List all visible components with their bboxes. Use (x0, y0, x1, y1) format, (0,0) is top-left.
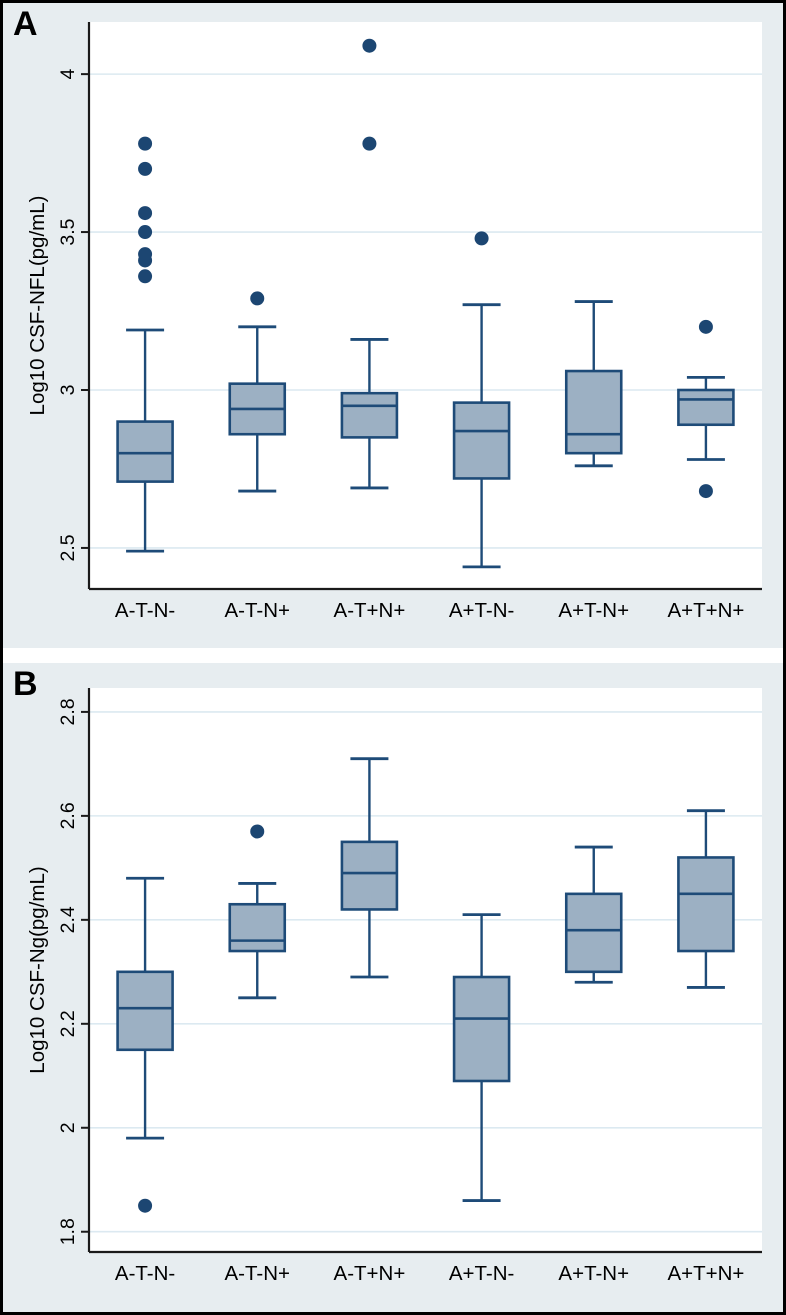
iqr-box (228, 902, 287, 953)
x-category-label: A+T-N- (449, 1262, 515, 1285)
y-axis-label: Log10 CSF-NFL(pg/mL) (26, 196, 49, 416)
x-category-label: A-T-N- (115, 1262, 175, 1285)
iqr-box (564, 369, 623, 455)
y-tick-label: 2.5 (57, 534, 79, 561)
x-category-label: A+T-N+ (558, 1262, 629, 1285)
x-category-label: A+T-N+ (558, 599, 629, 622)
plot-area (89, 22, 762, 589)
outlier-point (138, 247, 153, 262)
y-tick-label: 3.5 (57, 218, 79, 245)
outlier-point (138, 1198, 153, 1213)
x-category-label: A+T-N- (449, 599, 515, 622)
outlier-point (138, 206, 153, 221)
panel-a: A 2.5 3 3.5 4 Log10 CSF-NFL(pg/mL) A-T-N- A-T-… (3, 3, 783, 648)
outlier-point (698, 484, 713, 499)
x-category-label: A-T+N+ (334, 1262, 406, 1285)
iqr-box (340, 391, 399, 439)
outlier-point (138, 161, 153, 176)
y-tick-label: 2.4 (57, 906, 79, 933)
x-category-label: A+T+N+ (667, 599, 744, 622)
iqr-box (116, 970, 174, 1052)
outlier-point (698, 319, 713, 334)
outlier-point (138, 269, 153, 284)
outlier-point (362, 136, 377, 151)
y-axis-label: Log10 CSF-Ng(pg/mL) (26, 866, 49, 1073)
iqr-box (677, 856, 735, 953)
y-tick-label: 2.6 (57, 802, 79, 829)
x-category-label: A-T-N+ (225, 1262, 291, 1285)
outlier-point (250, 824, 265, 839)
iqr-box (340, 840, 399, 911)
panel-a-letter: A (13, 5, 38, 43)
y-tick-label: 1.8 (57, 1218, 79, 1245)
outlier-point (138, 136, 153, 151)
panel-b-boxplot-chart: 1.8 2 2.2 2.4 2.6 2.8 Log10 CSF-Ng(pg/mL) A-T-N… (26, 688, 762, 1285)
y-tick-label: 4 (57, 69, 79, 80)
iqr-box (452, 975, 511, 1083)
iqr-box (452, 401, 511, 480)
y-tick-label: 2.2 (57, 1010, 79, 1037)
x-category-label: A-T+N+ (334, 599, 406, 622)
iqr-box (116, 420, 174, 483)
x-category-label: A-T-N+ (225, 599, 291, 622)
iqr-box (564, 892, 623, 974)
outlier-point (138, 225, 153, 240)
outlier-point (362, 38, 377, 53)
y-tick-label: 2.8 (57, 698, 79, 725)
iqr-box (677, 388, 735, 427)
x-category-label: A+T+N+ (667, 1262, 744, 1285)
outlier-point (250, 291, 265, 306)
y-tick-label: 3 (57, 385, 79, 396)
y-tick-label: 2 (57, 1122, 79, 1133)
x-category-label: A-T-N- (115, 599, 175, 622)
panel-b: B 1.8 2 2.2 2.4 2.6 2.8 Log10 CSF-Ng(pg/mL) A-T… (3, 663, 783, 1312)
plot-area (89, 688, 762, 1252)
panel-a-boxplot-chart: 2.5 3 3.5 4 Log10 CSF-NFL(pg/mL) A-T-N- A-T-N+… (26, 22, 762, 622)
panel-b-letter: B (13, 665, 38, 703)
outlier-point (474, 231, 489, 246)
